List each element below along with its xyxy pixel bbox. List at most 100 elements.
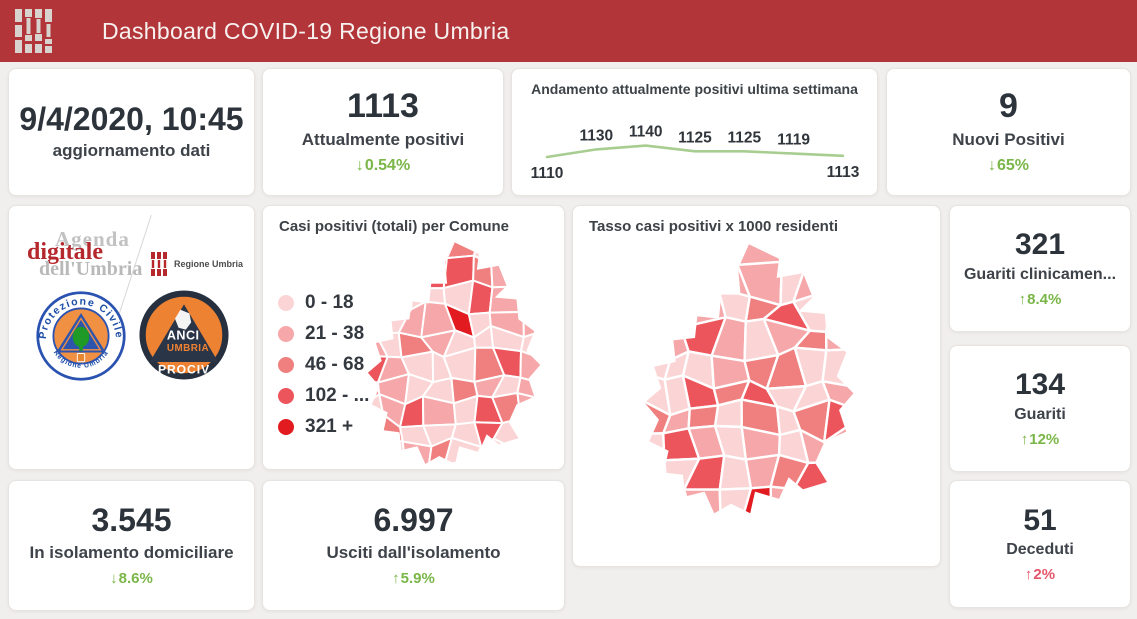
map-municipality-cell [379,242,413,268]
map-municipality-cell [489,437,520,464]
tile-deceduti[interactable]: 51 Deceduti ↑2% [949,480,1131,608]
map-municipality-cell [367,281,391,307]
tile-trend-chart[interactable]: Andamento attualmente positivi ultima se… [511,68,878,196]
map-municipality-cell [524,242,541,262]
map-municipality-cell [823,244,854,247]
map-municipality-cell [516,392,541,421]
nuovi-positivi-value: 9 [999,87,1018,126]
guariti-clinicamente-label: Guariti clinicamen... [963,265,1117,283]
map-municipality-cell [852,458,854,493]
map-municipality-cell [367,255,369,284]
map-municipality-cell [635,242,660,243]
map-municipality-cell [405,242,433,269]
map-municipality-cell [471,461,496,464]
legend-item: 21 - 38 [278,323,369,345]
legend-item: 102 - ... [278,385,369,407]
map-municipality-cell [517,280,539,317]
map-municipality-cell [769,485,810,514]
map-municipality-cell [367,281,369,307]
trend-up-icon: ↑ [1024,566,1033,584]
map-municipality-cell [656,260,689,303]
map-municipality-cell [644,290,670,334]
map-municipality-cell [443,461,482,464]
map-municipality-cell [792,487,839,514]
map-municipality-cell [488,242,528,266]
anci-umbria-prociv-logo-icon: ANCI UMBRIA PROCIV [139,290,229,380]
tile-attualmente-positivi[interactable]: 1113 Attualmente positivi ↓0.54% [262,68,504,196]
trend-data-label: 1130 [580,127,614,144]
svg-text:PROCIV: PROCIV [158,363,210,377]
map-municipality-cell [644,267,646,297]
app-header: Dashboard COVID-19 Regione Umbria [0,0,1137,62]
map-municipality-cell [522,310,538,339]
map-municipality-cell [360,240,363,243]
map-municipality-cell [536,256,541,283]
tile-aggiornamento-dati[interactable]: 9/4/2020, 10:45 aggiornamento dati [8,68,255,196]
legend-item: 321 + [278,416,369,438]
legend-label: 46 - 68 [305,354,365,375]
tile-map-tasso[interactable]: Tasso casi positivi x 1000 residenti 0 -… [572,205,941,567]
tile-map-casi-comune[interactable]: Casi positivi (totali) per Comune 0 - 18… [262,205,565,470]
legend-item: 0 - 18 [278,292,369,314]
map-municipality-cell [689,244,717,251]
map-municipality-cell [827,262,854,302]
attualmente-positivi-trend: ↓0.54% [355,156,411,174]
map-municipality-cell [825,288,854,334]
trend-data-label: 1119 [777,132,810,149]
tile-nuovi-positivi[interactable]: 9 Nuovi Positivi ↓65% [886,68,1131,196]
trend-chart-title: Andamento attualmente positivi ultima se… [531,81,858,97]
map-municipality-cell [401,440,433,464]
trend-up-icon: ↑ [1020,430,1029,448]
trend-data-label: 1110 [531,165,564,182]
trend-down-icon: ↓ [110,569,118,587]
trend-up-icon: ↑ [392,569,400,587]
map-municipality-cell [644,432,666,472]
trend-line-chart[interactable]: 1110 1130 1140 1125 1125 1119 1113 [523,99,868,185]
map-municipality-cell [644,244,674,271]
map-municipality-cell [709,244,740,274]
svg-text:ANCI: ANCI [167,329,200,343]
map-municipality-cell [861,516,875,518]
trend-up-icon: ↑ [1018,290,1027,308]
tile-usciti-isolamento[interactable]: 6.997 Usciti dall'isolamento ↑5.9% [262,480,565,611]
map-comune-title: Casi positivi (totali) per Comune [279,218,510,235]
guariti-value: 134 [1014,368,1066,402]
choropleth-map-casi-comune[interactable] [360,240,558,468]
agenda-digitale-logo: Agenda digitale dell'Umbria [27,228,142,279]
deceduti-value: 51 [1023,503,1057,537]
map-municipality-cell [367,436,386,464]
map-municipality-cell [367,413,385,443]
map-municipality-cell [846,425,854,471]
map-municipality-cell [635,496,640,518]
map-municipality-cell [801,244,834,275]
guariti-clinicamente-value: 321 [1014,228,1066,262]
map-municipality-cell [644,459,669,499]
map-municipality-cell [644,316,672,362]
trend-down-icon: ↓ [987,156,996,174]
map-municipality-cell [827,244,854,275]
trend-data-label: 1125 [728,129,762,146]
tile-guariti[interactable]: 134 Guariti ↑12% [949,345,1131,472]
map-municipality-cell [644,290,646,329]
map-municipality-cell [686,244,726,279]
map-municipality-cell [426,462,457,464]
regione-umbria-logo-icon [15,9,52,53]
choropleth-map-tasso[interactable] [635,242,875,518]
legend-dot-icon [278,388,294,404]
legend-dot-icon [278,419,294,435]
map-municipality-cell [774,244,805,275]
map-municipality-cell [825,461,854,498]
map-municipality-cell [424,287,447,305]
map-municipality-cell [490,254,528,289]
map-municipality-cell [385,467,410,468]
map-municipality-cell [367,242,390,264]
tile-logos[interactable]: Agenda digitale dell'Umbria Regione Umbr… [8,205,255,470]
tile-isolamento-domiciliare[interactable]: 3.545 In isolamento domiciliare ↓8.6% [8,480,255,611]
map-municipality-cell [536,450,541,464]
map-municipality-cell [652,244,698,251]
updated-datetime: 9/4/2020, 10:45 [19,100,244,137]
map-municipality-cell [430,242,457,246]
protezione-civile-logo-icon: Protezione Civile Regione Umbria [36,291,126,381]
tile-guariti-clinicamente[interactable]: 321 Guariti clinicamen... ↑8.4% [949,205,1131,332]
